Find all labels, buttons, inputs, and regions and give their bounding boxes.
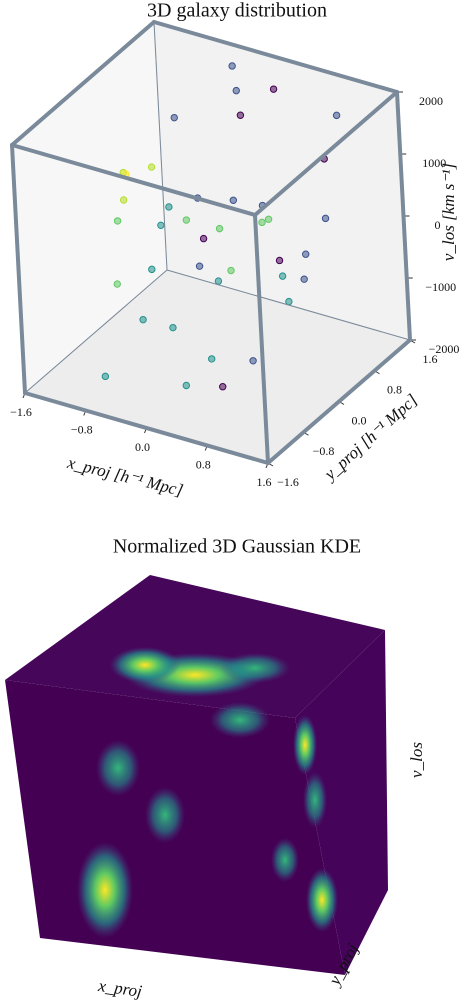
- z-tick-label: −2000: [429, 342, 460, 356]
- galaxy-point: [119, 196, 128, 204]
- y-tick-label: −1.6: [277, 475, 299, 489]
- density-blob: [271, 838, 299, 882]
- cube-edge: [253, 90, 399, 217]
- y-tick-label: 0.8: [387, 383, 402, 397]
- cube-edge: [152, 20, 399, 94]
- y-tick-label: 0.0: [352, 413, 367, 427]
- galaxy-point: [332, 111, 341, 120]
- cube-top-face: [5, 575, 385, 718]
- galaxy-point: [182, 216, 191, 224]
- galaxy-point: [215, 224, 224, 233]
- galaxy-point: [302, 250, 310, 258]
- cube-edge: [253, 213, 270, 465]
- z-tick-label: 1000: [422, 156, 446, 170]
- density-blob: [306, 868, 338, 932]
- galaxy-point: [195, 262, 204, 270]
- galaxy-point: [169, 323, 177, 332]
- x-tick-label: 1.6: [257, 475, 272, 489]
- cube-edge: [153, 21, 168, 271]
- galaxy-point: [165, 203, 173, 211]
- galaxy-point: [113, 217, 122, 225]
- galaxy-point: [157, 221, 165, 230]
- galaxy-point: [139, 315, 147, 324]
- y-tick-label: −0.8: [313, 444, 335, 458]
- galaxy-point: [278, 272, 287, 280]
- chart-title: 3D galaxy distribution: [147, 0, 327, 22]
- galaxy-point: [113, 280, 121, 288]
- density-blob: [110, 647, 180, 683]
- galaxy-point: [275, 256, 284, 265]
- galaxy-point: [170, 113, 178, 122]
- cube-edge: [23, 391, 270, 465]
- galaxy-point: [236, 111, 245, 119]
- density-blob: [293, 715, 317, 775]
- z-axis-label: v_los: [407, 742, 426, 778]
- x-tick-label: −1.6: [10, 405, 32, 419]
- scatter-panel: 3D galaxy distribution−1.6−0.80.00.81.6−…: [10, 0, 459, 500]
- density-blob: [145, 787, 185, 843]
- galaxy-point: [229, 196, 238, 204]
- galaxy-point: [264, 215, 273, 223]
- cube-edge: [10, 20, 156, 147]
- galaxy-point: [101, 372, 110, 381]
- x-tick-label: −0.8: [71, 422, 93, 436]
- galaxy-point: [300, 275, 308, 283]
- x-axis-label: x_proj [h⁻¹ Mpc]: [65, 453, 185, 500]
- density-blob: [303, 772, 327, 828]
- y-tick-label: 1.6: [423, 352, 438, 366]
- cube-edge: [166, 269, 411, 341]
- cube-edge: [10, 143, 257, 217]
- galaxy-point: [208, 355, 216, 363]
- z-tick-label: 2000: [419, 94, 443, 108]
- galaxy-point: [228, 62, 236, 70]
- galaxy-point: [321, 214, 330, 223]
- density-blob: [96, 740, 140, 796]
- cube-edge: [395, 90, 412, 342]
- galaxy-point: [269, 85, 278, 93]
- galaxy-point: [182, 381, 191, 390]
- galaxy-point: [147, 163, 156, 171]
- x-tick-label: 0.0: [135, 440, 150, 454]
- cube-edge: [266, 338, 412, 465]
- galaxy-point: [232, 86, 240, 95]
- cube-right-face: [295, 630, 388, 975]
- density-blob: [220, 653, 290, 683]
- galaxy-point: [285, 297, 293, 306]
- z-axis-label: v_los [km s⁻¹]: [439, 163, 458, 261]
- galaxy-point: [258, 218, 266, 227]
- x-axis-label: x_proj: [96, 976, 143, 1001]
- x-tick-label: 0.8: [196, 457, 211, 471]
- galaxy-point: [214, 277, 223, 285]
- galaxy-point: [219, 383, 227, 391]
- z-tick-label: −1000: [425, 280, 456, 294]
- density-blob: [77, 842, 133, 938]
- cube-edge: [24, 269, 168, 394]
- galaxy-point: [148, 265, 156, 274]
- z-tick-label: 0: [435, 218, 441, 232]
- chart-title: Normalized 3D Gaussian KDE: [113, 536, 361, 558]
- kde-panel: Normalized 3D Gaussian KDEx_projy_projv_…: [5, 536, 426, 1001]
- galaxy-point: [249, 357, 257, 365]
- cube-edge: [10, 143, 27, 395]
- galaxy-point: [227, 266, 235, 275]
- density-blob: [210, 702, 270, 738]
- galaxy-point: [199, 234, 208, 243]
